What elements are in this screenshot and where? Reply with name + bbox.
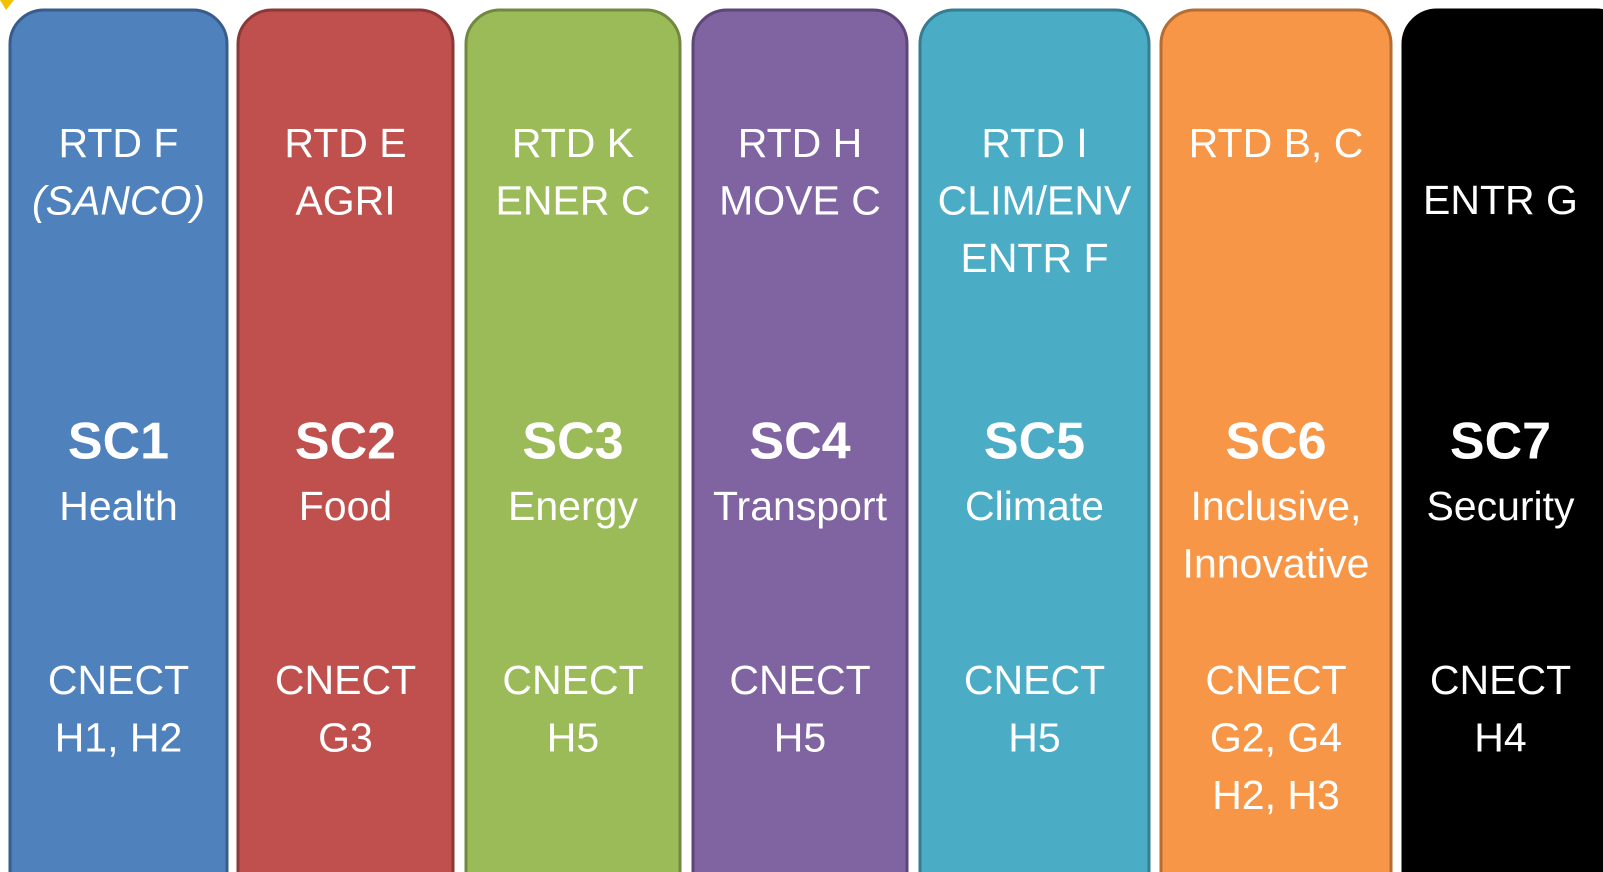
bottom-label: CNECT [729, 657, 870, 703]
top-label: AGRI [295, 177, 395, 223]
bottom-label: H4 [1474, 714, 1526, 760]
name-label: Climate [965, 483, 1104, 529]
name-label: Innovative [1183, 540, 1370, 586]
code-label: SC1 [68, 413, 169, 471]
top-label: RTD H [738, 120, 863, 166]
bottom-label: CNECT [1205, 657, 1346, 703]
star-fragment [0, 0, 14, 10]
name-label: Food [299, 483, 392, 529]
code-label: SC4 [749, 413, 850, 471]
name-label: Inclusive, [1191, 483, 1362, 529]
top-label: CLIM/ENV [938, 177, 1132, 223]
bottom-label: H5 [774, 714, 826, 760]
bottom-label: CNECT [275, 657, 416, 703]
top-label: RTD E [284, 120, 406, 166]
bottom-label: CNECT [964, 657, 1105, 703]
column [1401, 8, 1603, 872]
column [236, 8, 455, 872]
bottom-label: CNECT [48, 657, 189, 703]
bottom-label: H5 [1008, 714, 1060, 760]
name-label: Health [59, 483, 178, 529]
bottom-label: H1, H2 [55, 714, 183, 760]
column [464, 8, 682, 872]
top-label: MOVE C [719, 177, 881, 223]
name-label: Energy [508, 483, 638, 529]
code-label: SC6 [1225, 413, 1326, 471]
top-label: RTD B, C [1189, 120, 1364, 166]
bottom-label: H5 [547, 714, 599, 760]
name-label: Security [1426, 483, 1575, 529]
top-label: (SANCO) [32, 177, 205, 223]
bottom-label: CNECT [1430, 657, 1571, 703]
top-label: ENTR G [1423, 177, 1578, 223]
top-label: ENTR F [960, 235, 1108, 281]
name-label: Transport [713, 483, 888, 529]
top-label: ENER C [496, 177, 651, 223]
bottom-label: H2, H3 [1212, 772, 1340, 818]
code-label: SC5 [984, 413, 1085, 471]
top-label: RTD F [59, 120, 179, 166]
column [918, 8, 1151, 872]
bottom-label: CNECT [502, 657, 643, 703]
bottom-label: G2, G4 [1210, 714, 1342, 760]
bottom-label: G3 [318, 714, 373, 760]
top-label: RTD K [512, 120, 634, 166]
column [8, 8, 229, 872]
column [1159, 8, 1393, 872]
column [691, 8, 909, 872]
code-label: SC3 [522, 413, 623, 471]
code-label: SC2 [295, 413, 396, 471]
code-label: SC7 [1450, 413, 1551, 471]
top-label: RTD I [981, 120, 1087, 166]
